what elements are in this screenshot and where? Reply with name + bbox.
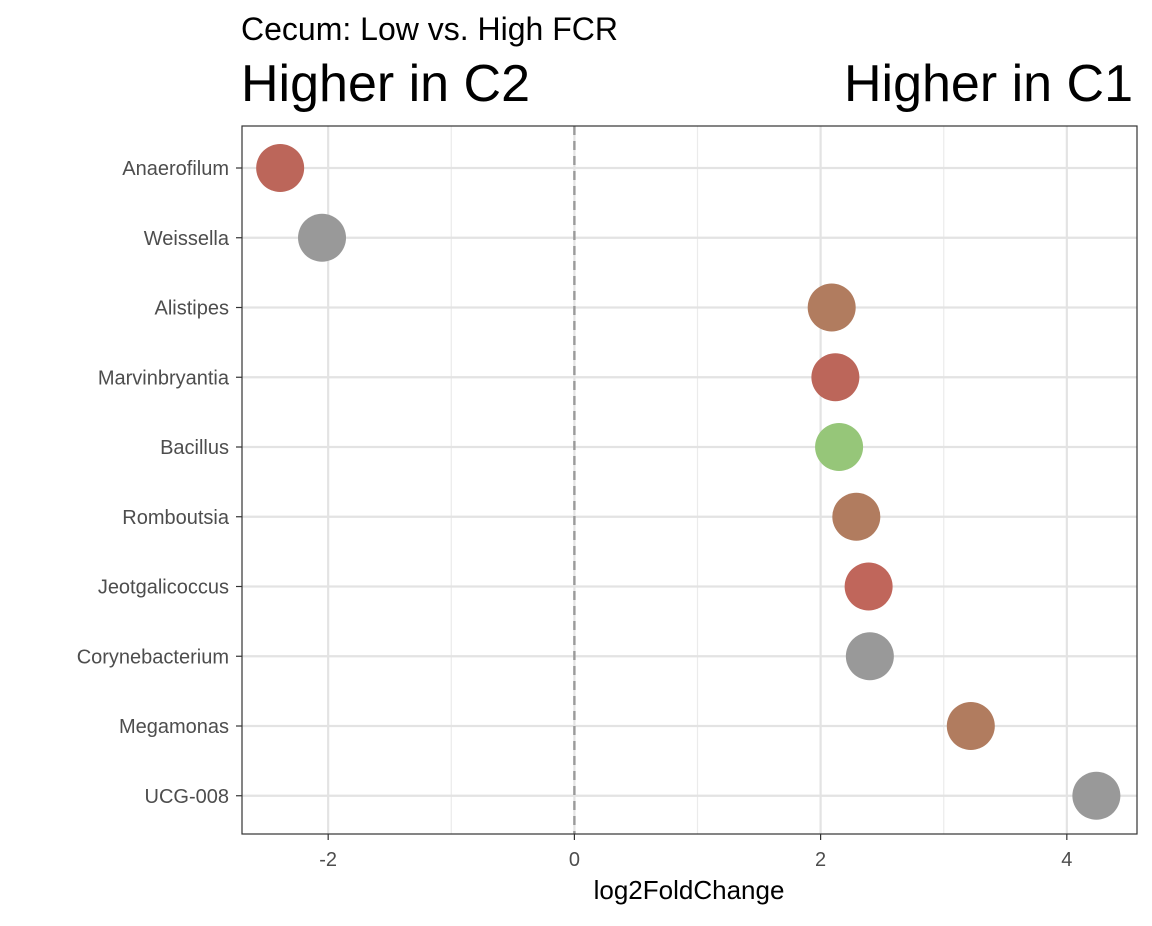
y-tick-label: UCG-008: [145, 786, 229, 808]
x-tick-label: 0: [569, 849, 580, 871]
y-tick-label: Bacillus: [160, 437, 229, 459]
panel-border: [241, 125, 1138, 835]
y-tick-label: Corynebacterium: [77, 646, 229, 668]
y-tick-label: Jeotgalicoccus: [98, 577, 229, 599]
y-tick-label: Romboutsia: [122, 507, 230, 529]
data-point: [845, 632, 894, 681]
data-point: [832, 492, 881, 541]
data-point: [298, 213, 347, 262]
data-point: [946, 702, 995, 750]
x-tick-label: 2: [815, 849, 826, 871]
data-point: [811, 353, 860, 402]
grid-layer: [242, 126, 1137, 834]
data-point: [807, 283, 856, 332]
chart-subtitle: Cecum: Low vs. High FCR: [241, 11, 618, 47]
y-tick-label: Megamonas: [119, 716, 229, 738]
left-direction-label: Higher in C2: [241, 55, 530, 113]
y-tick-label: Marvinbryantia: [98, 367, 230, 389]
y-tick-label: Weissella: [144, 228, 230, 250]
points-layer: [256, 144, 1121, 820]
data-point: [815, 423, 864, 471]
y-tick-label: Alistipes: [155, 298, 229, 320]
right-direction-label: Higher in C1: [844, 55, 1133, 113]
x-axis-title: log2FoldChange: [594, 875, 785, 905]
x-tick-label: -2: [319, 849, 337, 871]
data-point: [1072, 771, 1121, 820]
axis-layer: Anaerofilum Weissella Alistipes Marvinbryan…: [77, 158, 1073, 871]
data-point: [844, 562, 893, 611]
data-point: [256, 144, 305, 192]
y-tick-label: Anaerofilum: [122, 158, 229, 180]
x-tick-label: 4: [1061, 849, 1072, 871]
